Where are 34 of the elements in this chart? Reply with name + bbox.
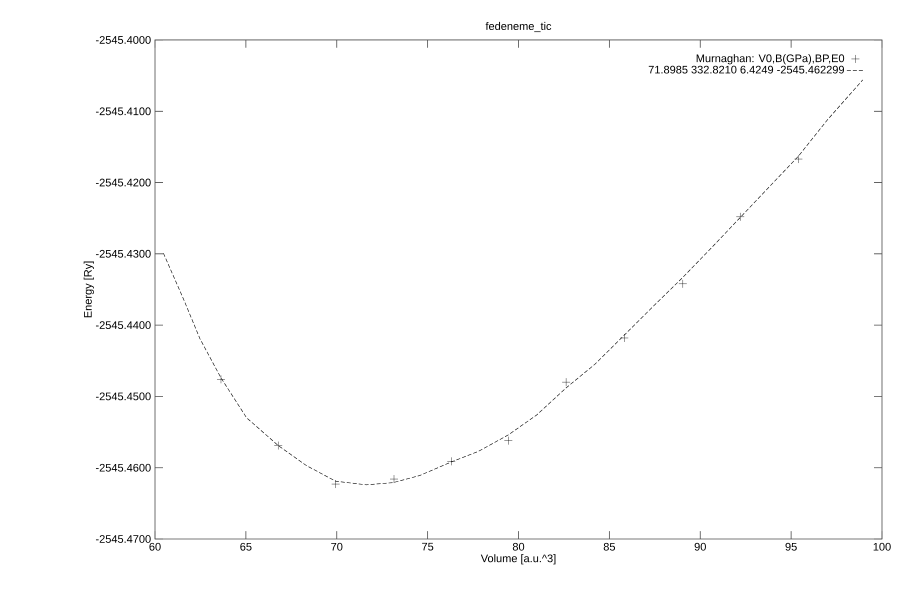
y-axis-title: Energy [Ry] <box>84 262 94 318</box>
x-axis-title: Volume [a.u.^3] <box>480 554 556 564</box>
x-tick-label: 60 <box>149 542 161 551</box>
x-tick-label: 95 <box>786 542 797 551</box>
y-tick-label: -2545.4700 <box>96 535 151 543</box>
point <box>390 474 398 484</box>
legend-label: 71.8985 332.8210 6.4249 -2545.462299 <box>648 66 844 74</box>
line-series <box>163 80 864 486</box>
point <box>794 154 803 164</box>
y-tick-label: -2545.4400 <box>96 321 151 330</box>
y-tick-label: -2545.4500 <box>96 392 151 400</box>
y-tick-label: -2545.4000 <box>96 36 151 44</box>
point <box>562 378 570 386</box>
x-tick-label: 80 <box>512 542 524 551</box>
point <box>274 441 282 450</box>
y-tick-label: -2545.4600 <box>96 464 151 472</box>
point <box>447 457 456 466</box>
point <box>331 480 340 488</box>
point <box>504 436 513 445</box>
x-tick-label: 70 <box>331 542 342 551</box>
point <box>620 334 628 342</box>
x-tick-label: 65 <box>240 542 252 551</box>
legend-label: Murnaghan: V0,B(GPa),BP,E0 <box>696 54 844 64</box>
y-tick-label: -2545.4300 <box>96 250 151 258</box>
y-tick-label: -2545.4100 <box>96 107 151 116</box>
point <box>216 375 226 384</box>
x-tick-label: 100 <box>874 542 891 551</box>
x-tick-label: 85 <box>604 542 616 551</box>
point <box>678 280 687 288</box>
x-tick-label: 90 <box>694 542 706 551</box>
y-tick-label: -2545.4200 <box>96 178 151 186</box>
chart-title: fedeneme_tic <box>486 22 552 32</box>
point <box>736 212 744 222</box>
x-tick-label: 75 <box>422 542 434 551</box>
